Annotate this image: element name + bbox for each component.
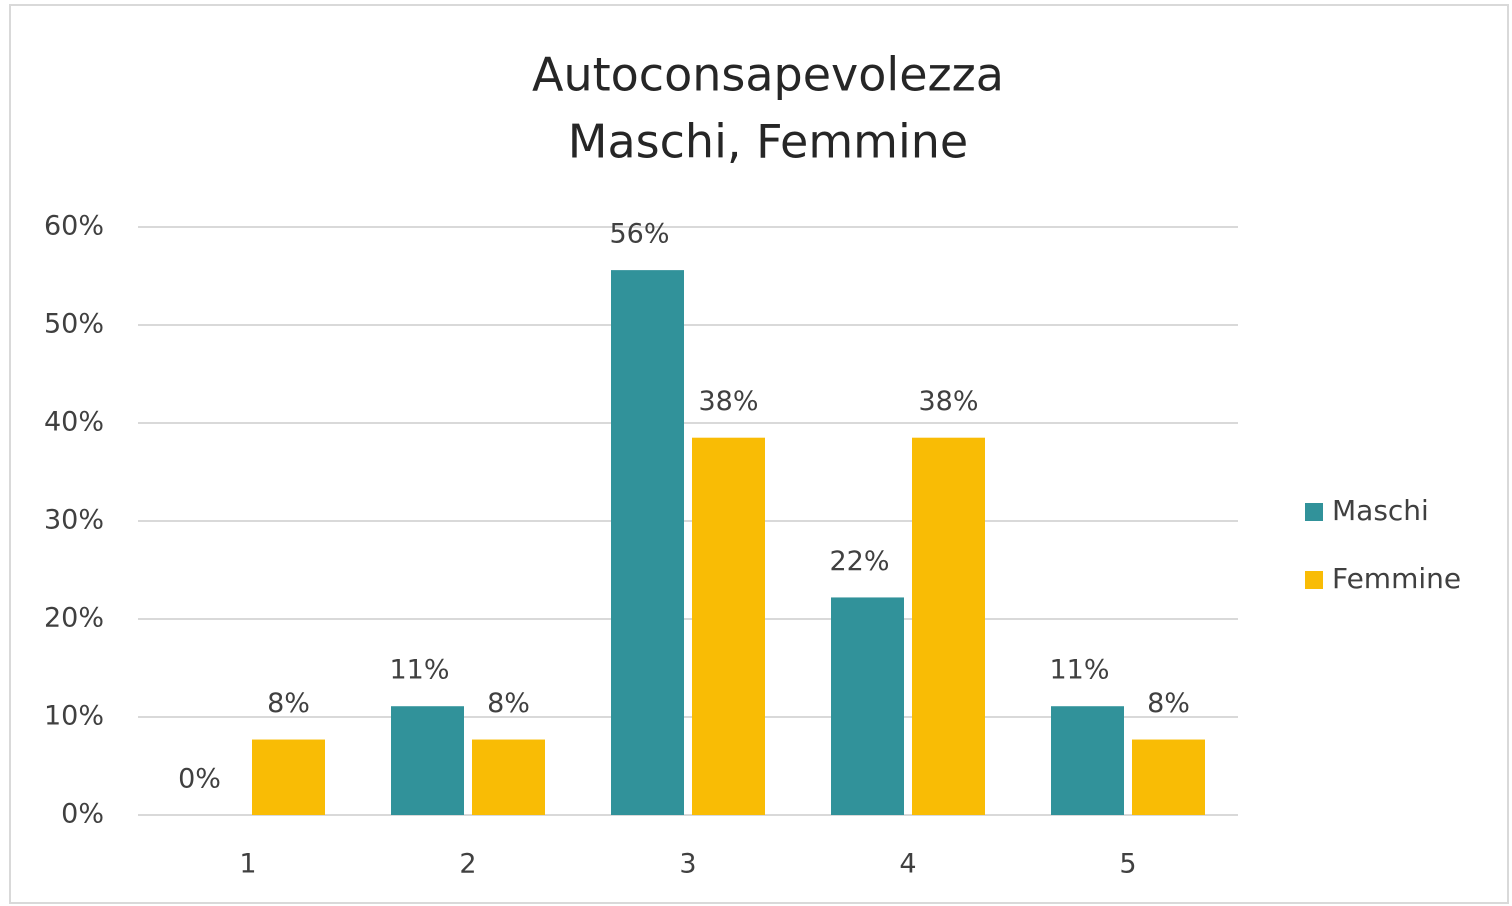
- y-tick-label: 60%: [44, 211, 104, 242]
- bar: [252, 739, 325, 815]
- y-tick-label: 50%: [44, 309, 104, 340]
- data-label: 38%: [698, 386, 758, 417]
- x-tick-label: 1: [239, 849, 256, 880]
- data-label: 11%: [389, 655, 449, 686]
- data-label: 8%: [1147, 688, 1190, 719]
- y-tick-label: 0%: [61, 799, 104, 830]
- chart-title: Autoconsapevolezza: [532, 48, 1004, 102]
- x-tick-label: 4: [899, 849, 916, 880]
- legend-swatch: [1305, 571, 1323, 589]
- legend-label: Femmine: [1332, 562, 1461, 595]
- data-label: 0%: [178, 764, 221, 795]
- bar: [1051, 706, 1124, 815]
- bar: [391, 706, 464, 815]
- bar: [831, 597, 904, 815]
- bar: [1132, 739, 1205, 815]
- legend-label: Maschi: [1332, 494, 1429, 527]
- data-label: 38%: [918, 386, 978, 417]
- data-label: 8%: [267, 688, 310, 719]
- y-tick-label: 30%: [44, 505, 104, 536]
- x-tick-label: 3: [679, 849, 696, 880]
- data-label: 22%: [829, 546, 889, 577]
- bar: [611, 270, 684, 815]
- chart-subtitle: Maschi, Femmine: [568, 115, 968, 169]
- data-label: 56%: [609, 219, 669, 250]
- data-label: 11%: [1049, 655, 1109, 686]
- data-label: 8%: [487, 688, 530, 719]
- bar: [912, 437, 985, 815]
- x-tick-label: 2: [459, 849, 476, 880]
- x-tick-label: 5: [1119, 849, 1136, 880]
- legend-swatch: [1305, 503, 1323, 521]
- y-tick-label: 40%: [44, 407, 104, 438]
- y-tick-label: 10%: [44, 701, 104, 732]
- bar: [472, 739, 545, 815]
- y-tick-label: 20%: [44, 603, 104, 634]
- bar: [692, 437, 765, 815]
